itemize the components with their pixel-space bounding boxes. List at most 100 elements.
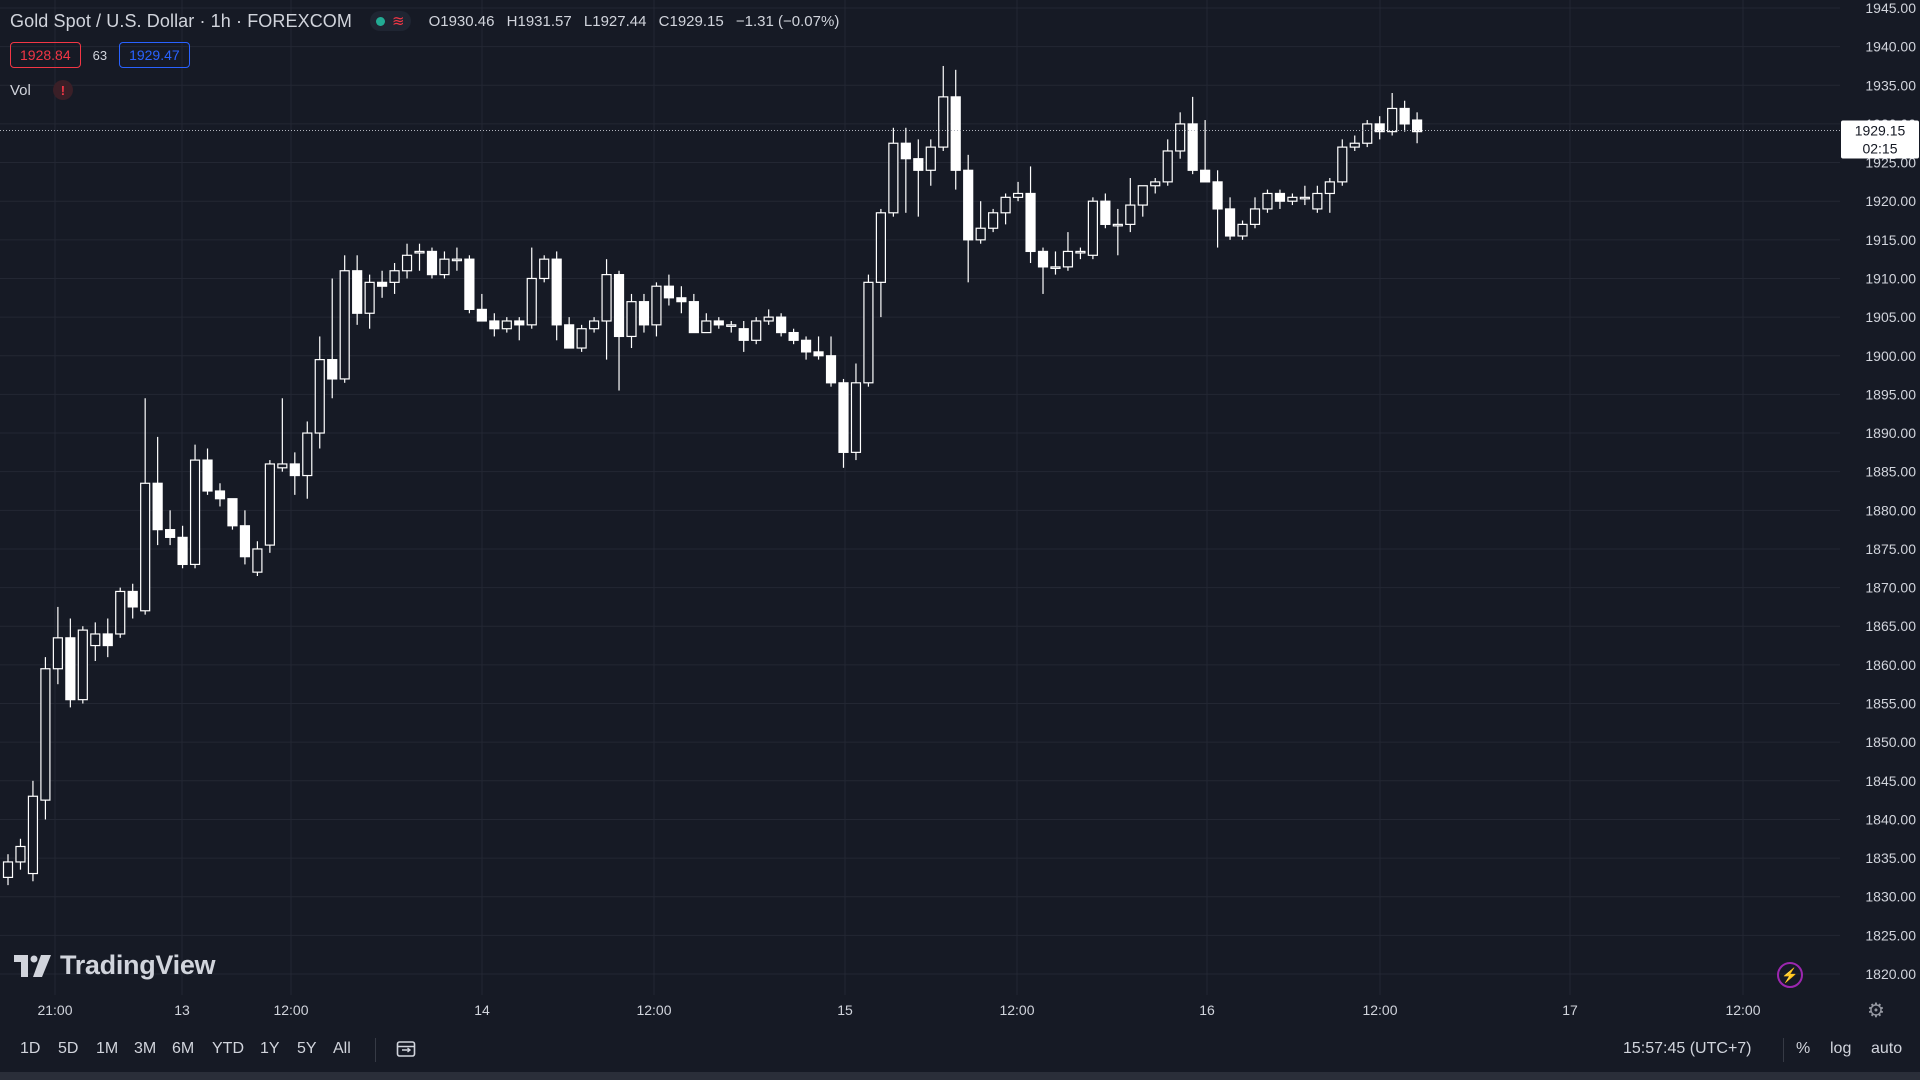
settings-gear-icon[interactable]: ⚙ <box>1867 1000 1885 1022</box>
candle <box>227 498 238 530</box>
candle <box>601 259 612 360</box>
price-axis-label: 1860.00 <box>1865 657 1916 673</box>
auto-scale-toggle[interactable]: auto <box>1871 1040 1903 1057</box>
candle <box>1412 112 1423 144</box>
candle-body-down <box>950 96 961 171</box>
candle-body-up <box>1312 192 1323 210</box>
percent-scale-toggle[interactable]: % <box>1796 1040 1811 1057</box>
candle <box>15 838 26 870</box>
candle-body-down <box>214 490 226 500</box>
candle-body-down <box>127 590 138 608</box>
candle-body-up <box>339 270 350 380</box>
time-axis-label: 16 <box>1199 1002 1215 1018</box>
candle-body-down <box>813 351 824 357</box>
candle-body-up <box>189 459 201 566</box>
market-status-pill[interactable]: ≋ <box>370 11 411 31</box>
candle <box>1312 185 1323 213</box>
candle <box>539 255 550 283</box>
wave-icon: ≋ <box>392 12 405 30</box>
candle <box>850 363 862 461</box>
candle <box>1112 208 1123 256</box>
candle-body-down <box>489 320 500 330</box>
range-1y-button[interactable]: 1Y <box>260 1040 280 1057</box>
toolbar-divider <box>375 1038 376 1062</box>
candle <box>825 336 837 387</box>
candle <box>1087 197 1098 260</box>
chart-pane[interactable] <box>0 0 1840 995</box>
price-axis-label: 1915.00 <box>1865 232 1916 248</box>
candle-body-down <box>1025 192 1036 253</box>
warning-icon[interactable]: ! <box>52 80 73 100</box>
candle <box>165 510 176 546</box>
range-3m-button[interactable]: 3M <box>134 1040 157 1057</box>
candle <box>214 483 226 507</box>
candle-body-down <box>377 281 388 287</box>
range-all-button[interactable]: All <box>333 1040 351 1057</box>
log-scale-toggle[interactable]: log <box>1830 1040 1852 1057</box>
candle <box>1162 139 1173 186</box>
price-axis-label: 1845.00 <box>1865 773 1916 789</box>
price-axis-label: 1855.00 <box>1865 696 1916 712</box>
candle-body-up <box>252 548 263 573</box>
range-ytd-button[interactable]: YTD <box>212 1040 244 1057</box>
tradingview-logo[interactable]: TradingView <box>14 950 216 981</box>
lightning-icon[interactable]: ⚡ <box>1777 962 1803 988</box>
time-axis-label: 12:00 <box>636 1002 671 1018</box>
candle-body-up <box>763 316 774 322</box>
symbol-title[interactable]: Gold Spot / U.S. Dollar · 1h · FOREXCOM <box>10 10 352 31</box>
candle-body-up <box>77 629 88 701</box>
candle <box>77 626 88 704</box>
candle <box>451 247 463 271</box>
range-5y-button[interactable]: 5Y <box>297 1040 317 1057</box>
symbol-legend[interactable]: Gold Spot / U.S. Dollar · 1h · FOREXCOM … <box>10 8 847 34</box>
candle-body-up <box>1012 192 1024 198</box>
low-value: 1927.44 <box>592 12 647 30</box>
candle-body-up <box>975 227 986 241</box>
candle-body-up <box>1324 181 1335 195</box>
candle <box>1224 197 1236 240</box>
buy-price-button[interactable]: 1929.47 <box>119 42 190 68</box>
time-axis-svg[interactable]: 21:00 13 12:00 14 12:00 15 12:00 16 12:00 17 12:00 <box>0 995 1840 1025</box>
sell-price-button[interactable]: 1928.84 <box>10 42 81 68</box>
candle-body-up <box>601 274 612 322</box>
time-axis-label: 21:00 <box>37 1002 72 1018</box>
candle-body-down <box>1399 107 1410 125</box>
candle <box>52 606 63 685</box>
candle <box>888 127 899 217</box>
time-axis[interactable]: 21:00 13 12:00 14 12:00 15 12:00 16 12:00 17 12:00 <box>0 995 1840 1025</box>
time-axis-label: 14 <box>474 1002 490 1018</box>
volume-legend[interactable]: Vol ! <box>10 80 73 100</box>
price-axis[interactable]: 1945.001940.001935.001930.001925.001920.… <box>1840 0 1920 995</box>
candle-body-down <box>551 258 562 326</box>
candle-body-down <box>1187 123 1198 171</box>
range-1d-button[interactable]: 1D <box>20 1040 41 1057</box>
candle <box>140 398 151 615</box>
range-5d-button[interactable]: 5D <box>58 1040 79 1057</box>
candle <box>302 421 313 499</box>
candle <box>938 65 949 151</box>
candle <box>1150 178 1161 194</box>
time-axis-label: 13 <box>174 1002 190 1018</box>
candle <box>1012 181 1024 202</box>
candle-body-down <box>1412 119 1423 133</box>
candle-body-down <box>1374 123 1385 133</box>
open-label: O <box>428 12 441 30</box>
candlestick-chart[interactable] <box>0 0 1840 995</box>
range-1m-button[interactable]: 1M <box>96 1040 119 1057</box>
candle-body-up <box>52 637 63 670</box>
price-axis-label: 1935.00 <box>1865 77 1916 93</box>
candle-body-up <box>451 258 463 262</box>
range-6m-button[interactable]: 6M <box>172 1040 195 1057</box>
candle <box>1050 251 1061 275</box>
candle <box>414 243 425 271</box>
price-axis-label: 1870.00 <box>1865 580 1916 596</box>
clock-timezone[interactable]: 15:57:45 (UTC+7) <box>1623 1040 1752 1057</box>
candle <box>738 320 749 352</box>
candle-body-down <box>776 316 787 334</box>
volume-label[interactable]: Vol <box>10 81 31 99</box>
bar-countdown-label: 02:15 <box>1862 140 1897 156</box>
price-axis-svg[interactable]: 1945.001940.001935.001930.001925.001920.… <box>1840 0 1920 995</box>
candle-body-down <box>800 339 812 353</box>
candle-body-down <box>1212 181 1223 210</box>
date-range-icon[interactable] <box>396 1039 418 1059</box>
